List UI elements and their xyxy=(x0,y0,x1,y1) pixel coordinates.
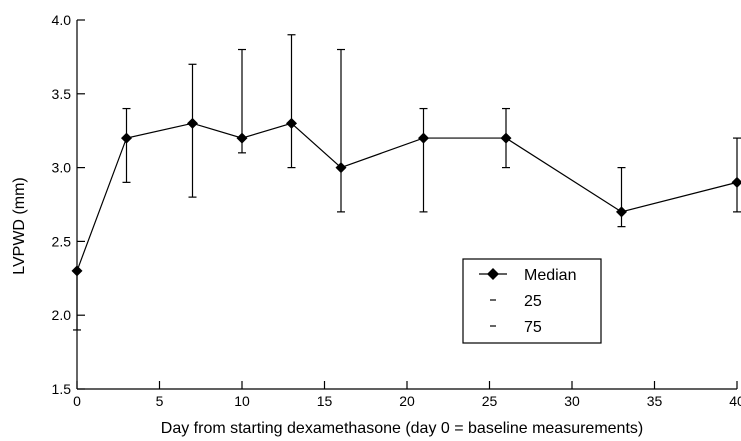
axes xyxy=(76,19,738,390)
legend-25-label: 25 xyxy=(524,293,542,310)
x-tick-label: 40 xyxy=(729,393,741,409)
median-line xyxy=(76,122,738,272)
tick-labels: 0 5 10 15 20 25 30 35 40 1.5 2.0 2.5 3.0 3.5 4.0 xyxy=(52,12,741,409)
y-tick-label: 3.5 xyxy=(52,86,72,102)
x-tick-label: 25 xyxy=(482,393,498,409)
x-tick-label: 15 xyxy=(317,393,333,409)
median-point xyxy=(71,265,83,277)
x-tick-label: 5 xyxy=(156,393,164,409)
y-tick-label: 2.5 xyxy=(52,233,72,249)
y-axis-title: LVPWD (mm) xyxy=(11,177,28,274)
x-axis-title: Day from starting dexamethasone (day 0 =… xyxy=(161,420,643,437)
x-tick-label: 10 xyxy=(234,393,250,409)
median-point xyxy=(121,132,132,144)
x-tick-label: 20 xyxy=(399,393,415,409)
error-bars xyxy=(73,34,741,331)
median-point xyxy=(418,132,429,144)
x-tick-label: 0 xyxy=(73,393,81,409)
y-tick-label: 3.0 xyxy=(52,160,72,176)
y-tick-label: 4.0 xyxy=(52,12,72,28)
legend-75-label: 75 xyxy=(524,319,542,336)
markers xyxy=(71,117,741,277)
x-tick-label: 30 xyxy=(564,393,580,409)
legend-box xyxy=(462,258,602,344)
legend-median-label: Median xyxy=(524,267,576,284)
y-tick-label: 2.0 xyxy=(52,307,72,323)
median-point xyxy=(616,206,627,218)
x-tick-label: 35 xyxy=(647,393,663,409)
legend: Median 25 75 xyxy=(462,258,602,344)
median-line-group xyxy=(76,122,738,272)
median-point xyxy=(335,162,347,174)
median-point xyxy=(286,117,297,129)
median-point xyxy=(500,132,512,144)
median-point xyxy=(731,176,741,188)
legend-median-marker xyxy=(487,268,499,280)
y-tick-label: 1.5 xyxy=(52,381,72,397)
median-point xyxy=(187,117,198,129)
median-point xyxy=(236,132,248,144)
